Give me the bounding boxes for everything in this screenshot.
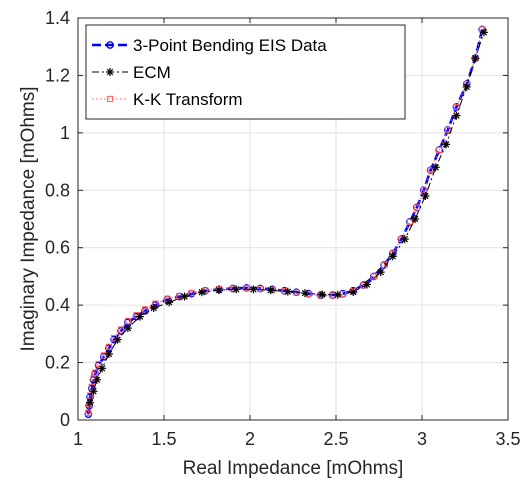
legend-marker-eis-data bbox=[106, 41, 114, 49]
data-point bbox=[266, 286, 275, 295]
y-tick-label: 0.8 bbox=[45, 180, 70, 200]
x-tick-label: 2.5 bbox=[323, 429, 348, 449]
y-tick-label: 0 bbox=[60, 410, 70, 430]
data-point bbox=[444, 126, 451, 134]
data-point bbox=[318, 290, 327, 299]
data-point bbox=[249, 285, 258, 294]
data-point bbox=[135, 312, 144, 321]
data-point bbox=[149, 304, 158, 313]
legend-label-kk-transform: K-K Transform bbox=[133, 90, 243, 109]
data-point bbox=[388, 252, 397, 261]
data-point bbox=[413, 204, 420, 211]
data-point bbox=[411, 215, 420, 223]
series-1 bbox=[86, 28, 488, 407]
data-point bbox=[92, 369, 99, 376]
data-point bbox=[431, 163, 440, 172]
data-point bbox=[406, 218, 414, 226]
data-point bbox=[453, 103, 460, 111]
data-point bbox=[462, 82, 471, 91]
data-point bbox=[117, 327, 125, 335]
data-point bbox=[452, 103, 461, 111]
x-tick-label: 1 bbox=[73, 429, 83, 449]
data-point bbox=[479, 28, 488, 37]
y-tick-label: 1 bbox=[60, 123, 70, 143]
x-tick-label: 1.5 bbox=[151, 429, 176, 449]
legend-entry-ecm: ECM bbox=[92, 63, 171, 82]
y-tick-label: 1.2 bbox=[45, 65, 70, 85]
legend-entry-eis-data: 3-Point Bending EIS Data bbox=[92, 36, 327, 55]
data-point bbox=[197, 288, 206, 297]
axis-ticks: 1 1.5 2 2.5 3 3.5 0 0.2 0.4 0.6 0.8 1 1.2 1.4 bbox=[45, 8, 521, 449]
data-point bbox=[471, 54, 480, 63]
data-point bbox=[99, 352, 108, 361]
plot-area bbox=[77, 17, 509, 421]
data-point bbox=[113, 335, 122, 344]
data-point bbox=[436, 146, 443, 154]
data-point bbox=[376, 268, 385, 277]
legend-entry-kk-transform: K-K Transform bbox=[92, 90, 243, 109]
data-point bbox=[100, 352, 107, 359]
data-point bbox=[369, 272, 378, 281]
data-point bbox=[380, 261, 389, 269]
y-tick-label: 0.2 bbox=[45, 353, 70, 373]
data-point bbox=[349, 287, 358, 296]
data-point bbox=[188, 289, 195, 297]
data-point bbox=[95, 360, 102, 368]
data-point bbox=[435, 146, 444, 154]
data-point bbox=[452, 111, 461, 120]
data-point bbox=[123, 324, 132, 333]
x-tick-label: 2 bbox=[245, 429, 255, 449]
legend-marker bbox=[106, 95, 114, 103]
data-point bbox=[124, 317, 131, 325]
data-point bbox=[165, 298, 174, 307]
legend-label-ecm: ECM bbox=[133, 63, 171, 82]
y-tick-label: 1.4 bbox=[45, 8, 70, 28]
data-point bbox=[89, 387, 98, 396]
data-point bbox=[117, 326, 125, 333]
data-point bbox=[202, 287, 209, 294]
data-point bbox=[180, 292, 189, 301]
x-tick-label: 3 bbox=[417, 429, 427, 449]
data-point bbox=[92, 375, 101, 384]
data-point bbox=[243, 285, 250, 292]
data-point bbox=[98, 364, 107, 373]
data-point bbox=[426, 166, 435, 175]
data-point bbox=[164, 295, 171, 302]
data-point bbox=[301, 289, 310, 298]
legend: 3-Point Bending EIS Data ECM K-K Transfo… bbox=[85, 24, 406, 120]
data-point bbox=[86, 398, 95, 407]
data-point bbox=[283, 287, 292, 296]
data-point bbox=[84, 410, 93, 419]
legend-marker-ecm bbox=[106, 68, 114, 76]
series-layer bbox=[84, 25, 488, 419]
data-point bbox=[421, 192, 430, 201]
data-point bbox=[104, 349, 113, 358]
data-point bbox=[232, 285, 241, 294]
data-point bbox=[257, 285, 264, 292]
legend-marker bbox=[106, 41, 114, 49]
y-tick-label: 0.4 bbox=[45, 295, 70, 315]
x-tick-label: 3.5 bbox=[495, 429, 520, 449]
data-point bbox=[215, 286, 224, 295]
data-point bbox=[86, 392, 94, 399]
data-point bbox=[400, 235, 409, 244]
data-point bbox=[105, 343, 113, 350]
y-tick-label: 0.6 bbox=[45, 238, 70, 258]
y-axis-label: Imaginary Impedance [mOhms] bbox=[18, 86, 39, 351]
x-axis-label: Real Impedance [mOhms] bbox=[183, 458, 404, 479]
data-point bbox=[362, 280, 371, 289]
data-point bbox=[339, 290, 346, 298]
data-point bbox=[85, 409, 92, 416]
legend-box bbox=[85, 24, 406, 120]
data-point bbox=[420, 187, 427, 194]
legend-marker-kk-transform bbox=[106, 95, 114, 103]
data-point bbox=[141, 306, 149, 313]
legend-marker bbox=[106, 68, 114, 76]
data-point bbox=[442, 140, 451, 149]
data-point bbox=[333, 290, 342, 299]
legend-label-eis-data: 3-Point Bending EIS Data bbox=[133, 36, 327, 55]
